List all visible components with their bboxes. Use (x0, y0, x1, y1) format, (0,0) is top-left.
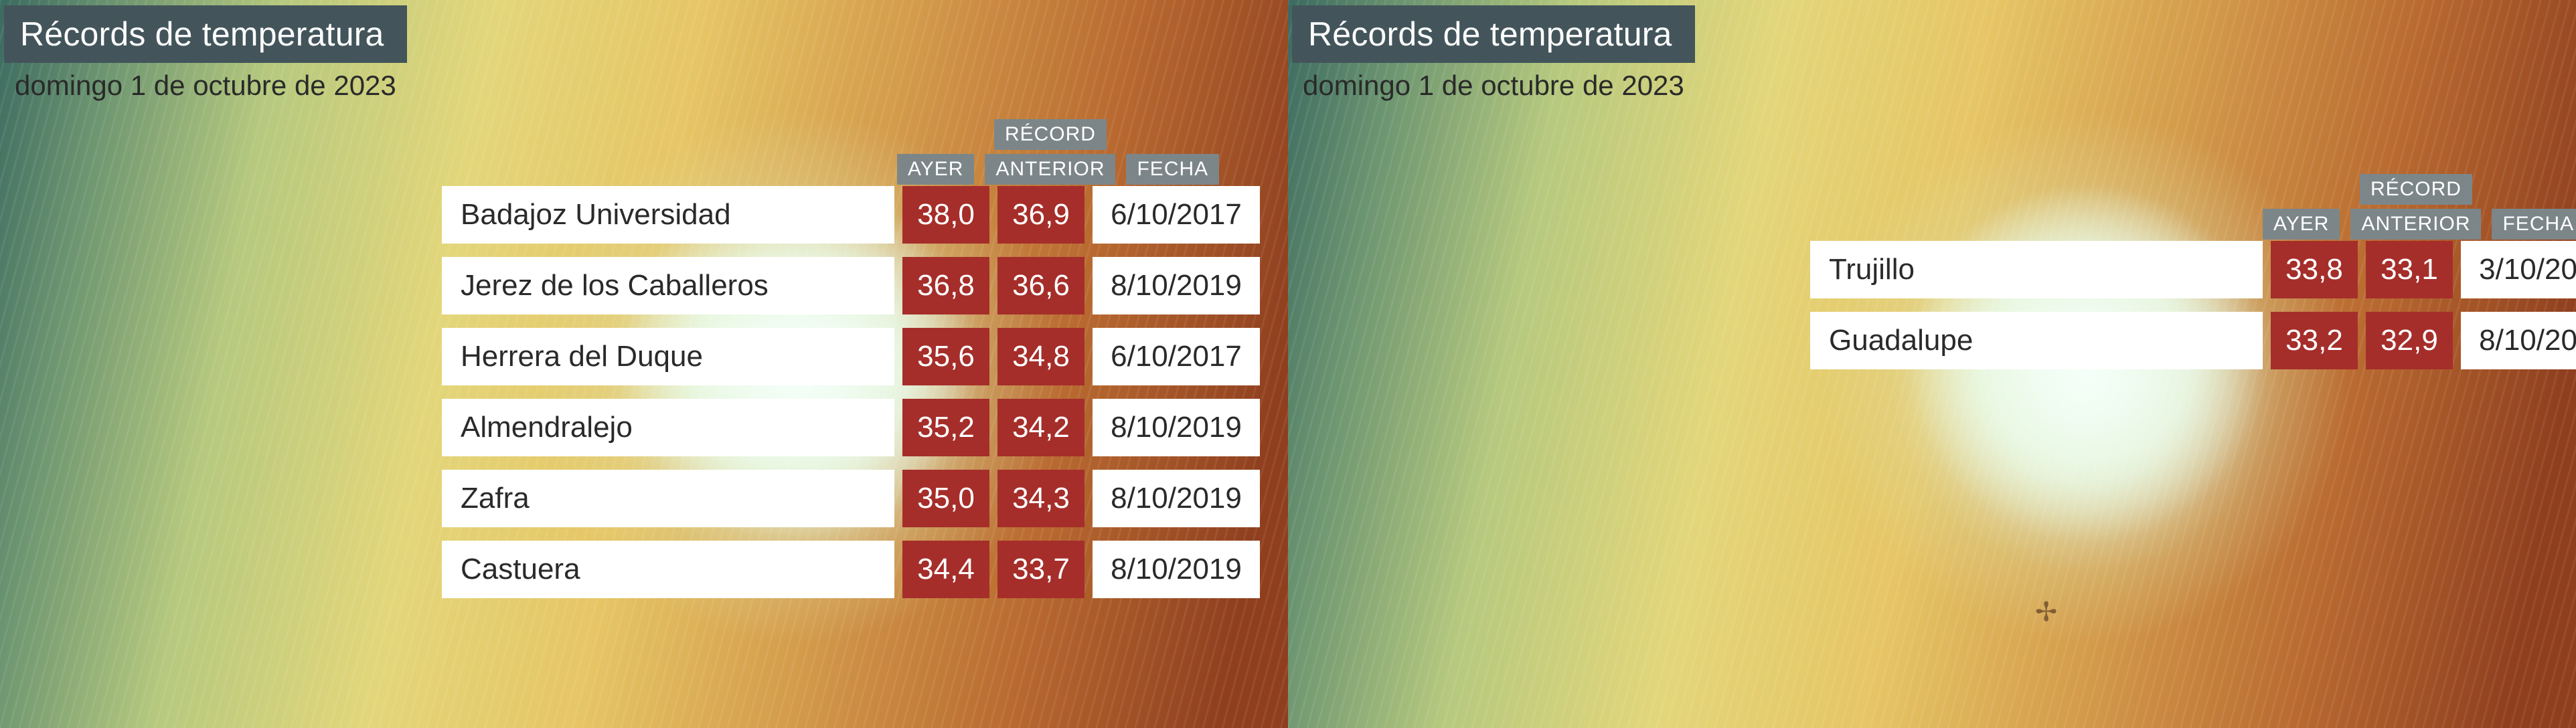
header-fecha: FECHA (1126, 154, 1219, 185)
records-table-right: Trujillo33,833,13/10/2017 Guadalupe33,232… (1810, 241, 2576, 383)
record-anterior-cell: 32,9 (2366, 312, 2453, 369)
date-label-left: domingo 1 de octubre de 2023 (15, 70, 396, 102)
record-anterior-cell: 36,6 (997, 257, 1084, 314)
title-bar-left: Récords de temperatura (4, 5, 407, 63)
table-row: Herrera del Duque35,634,86/10/2017 (442, 328, 1260, 385)
records-table-left: Badajoz Universidad38,036,96/10/2017Jere… (442, 186, 1260, 612)
record-anterior-cell: 33,7 (997, 541, 1084, 598)
table-row: Castuera34,433,78/10/2019 (442, 541, 1260, 598)
header-record: RÉCORD (994, 119, 1107, 150)
location-cell: Almendralejo (442, 399, 894, 456)
title-bar-right: Récords de temperatura (1292, 5, 1695, 63)
header-ayer: AYER (2263, 209, 2340, 240)
location-cell: Jerez de los Caballeros (442, 257, 894, 314)
ayer-cell: 38,0 (902, 186, 989, 244)
ayer-cell: 35,6 (902, 328, 989, 385)
fecha-cell: 8/10/2019 (1093, 470, 1260, 527)
fecha-cell: 8/10/2019 (1093, 257, 1260, 314)
location-cell: Herrera del Duque (442, 328, 894, 385)
record-anterior-cell: 34,3 (997, 470, 1084, 527)
column-headers-right: AYER RÉCORD ANTERIOR FECHA (2263, 174, 2576, 240)
location-cell: Trujillo (1810, 241, 2263, 298)
header-ayer: AYER (897, 154, 974, 185)
location-cell: Zafra (442, 470, 894, 527)
record-anterior-cell: 33,1 (2366, 241, 2453, 298)
table-row: Badajoz Universidad38,036,96/10/2017 (442, 186, 1260, 244)
ayer-cell: 35,0 (902, 470, 989, 527)
header-anterior: ANTERIOR (2350, 209, 2481, 240)
ayer-cell: 33,8 (2271, 241, 2358, 298)
ayer-cell: 35,2 (902, 399, 989, 456)
table-row: Zafra35,034,38/10/2019 (442, 470, 1260, 527)
header-fecha: FECHA (2492, 209, 2576, 240)
ayer-cell: 34,4 (902, 541, 989, 598)
record-anterior-cell: 34,2 (997, 399, 1084, 456)
column-headers-left: AYER RÉCORD ANTERIOR FECHA (897, 119, 1219, 185)
fecha-cell: 6/10/2017 (1093, 186, 1260, 244)
panel-right: ✢ Récords de temperatura domingo 1 de oc… (1288, 0, 2576, 728)
table-row: Almendralejo35,234,28/10/2019 (442, 399, 1260, 456)
fecha-cell: 8/10/2019 (2461, 312, 2576, 369)
record-anterior-cell: 34,8 (997, 328, 1084, 385)
location-cell: Badajoz Universidad (442, 186, 894, 244)
ayer-cell: 36,8 (902, 257, 989, 314)
canvas: Récords de temperatura domingo 1 de octu… (0, 0, 2576, 728)
record-anterior-cell: 36,9 (997, 186, 1084, 244)
fecha-cell: 6/10/2017 (1093, 328, 1260, 385)
table-row: Jerez de los Caballeros36,836,68/10/2019 (442, 257, 1260, 314)
fecha-cell: 8/10/2019 (1093, 399, 1260, 456)
fecha-cell: 8/10/2019 (1093, 541, 1260, 598)
ayer-cell: 33,2 (2271, 312, 2358, 369)
date-label-right: domingo 1 de octubre de 2023 (1303, 70, 1684, 102)
table-row: Guadalupe33,232,98/10/2019 (1810, 312, 2576, 369)
bird-icon: ✢ (2035, 597, 2058, 628)
header-anterior: ANTERIOR (985, 154, 1115, 185)
table-row: Trujillo33,833,13/10/2017 (1810, 241, 2576, 298)
header-record: RÉCORD (2360, 174, 2472, 205)
location-cell: Castuera (442, 541, 894, 598)
location-cell: Guadalupe (1810, 312, 2263, 369)
panel-left: Récords de temperatura domingo 1 de octu… (0, 0, 1288, 728)
fecha-cell: 3/10/2017 (2461, 241, 2576, 298)
